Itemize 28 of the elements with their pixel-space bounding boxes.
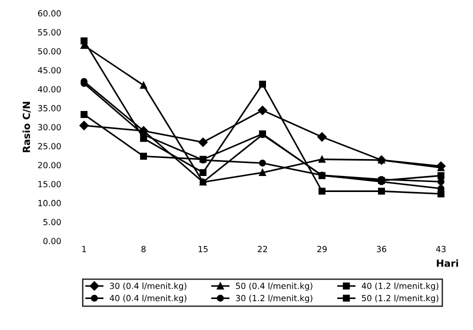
y-tick-label: 35.00 xyxy=(38,105,61,112)
x-tick-label: 1 xyxy=(82,246,86,252)
legend-label: 40 (0.4 l/menit.kg) xyxy=(110,294,186,303)
legend-label: 30 (0.4 l/menit.kg) xyxy=(110,282,186,291)
x-tick-label: 8 xyxy=(141,246,146,252)
legend-label: 50 (0.4 l/menit.kg) xyxy=(236,282,312,291)
y-tick-label: 45.00 xyxy=(38,67,61,74)
y-tick-label: 15.00 xyxy=(38,180,61,188)
y-tick-label: 40.00 xyxy=(38,86,61,92)
x-tick-label: 22 xyxy=(258,246,267,252)
x-tick-label: 29 xyxy=(317,246,327,252)
legend-label: 50 (1.2 l/menit.kg) xyxy=(362,294,438,303)
y-tick-label: 25.00 xyxy=(38,143,61,150)
y-tick-label: 30.00 xyxy=(38,124,61,130)
y-tick-label: 20.00 xyxy=(38,162,61,168)
legend-label: 40 (1.2 l/menit.kg) xyxy=(362,282,438,291)
y-axis-title: Rasio C/N xyxy=(22,102,31,152)
y-tick-label: 60.00 xyxy=(38,10,61,16)
legend-label: 30 (1.2 l/menit.kg) xyxy=(236,294,312,303)
y-tick-label: 55.00 xyxy=(38,29,61,36)
y-tick-label: 5.00 xyxy=(43,218,61,226)
x-tick-label: 36 xyxy=(376,246,386,252)
y-tick-label: 10.00 xyxy=(38,200,61,206)
y-tick-label: 0.00 xyxy=(43,238,61,244)
x-tick-label: 43 xyxy=(436,246,446,252)
x-axis-title: Hari xyxy=(436,259,458,267)
y-tick-label: 50.00 xyxy=(38,48,61,54)
x-tick-label: 15 xyxy=(198,246,208,252)
